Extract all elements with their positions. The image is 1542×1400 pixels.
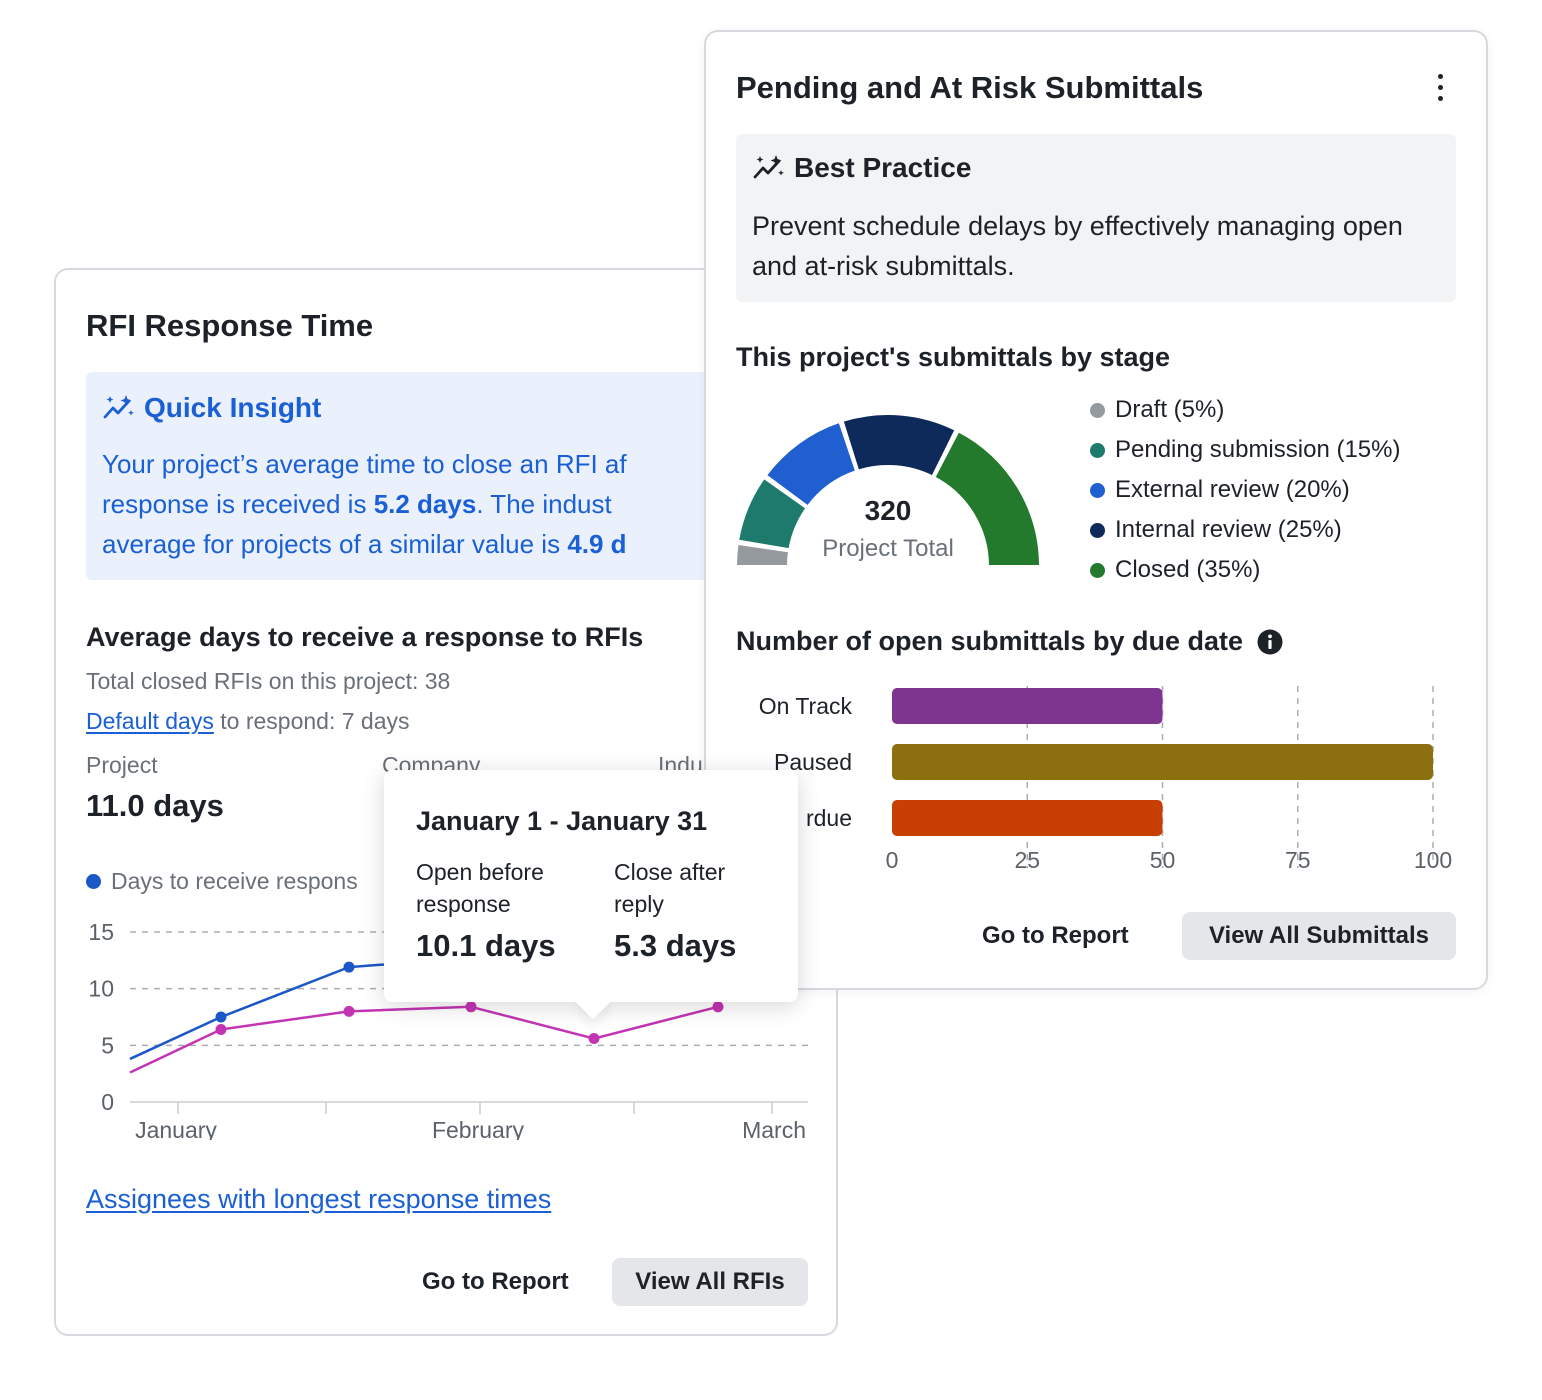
default-days-text: to respond: 7 days xyxy=(213,708,410,734)
bar-rdue xyxy=(892,800,1163,836)
quick-insight-title: Quick Insight xyxy=(144,392,322,423)
bar-x-tick-label: 100 xyxy=(1414,847,1452,873)
bar-x-tick-label: 75 xyxy=(1285,847,1311,873)
kebab-icon[interactable] xyxy=(1434,74,1446,106)
bar-x-tick-label: 0 xyxy=(886,847,899,873)
bar-category-label: On Track xyxy=(759,693,853,719)
submittals-card: Pending and At Risk Submittals Best Prac… xyxy=(704,30,1488,990)
line-x-tick-label: March xyxy=(742,1117,806,1140)
sparkle-chart-icon xyxy=(753,155,784,179)
stage-legend-label: Pending submission (15%) xyxy=(1115,436,1401,463)
tooltip-title: January 1 - January 31 xyxy=(416,806,708,836)
stage-section-title: This project's submittals by stage xyxy=(736,342,1171,372)
line-y-tick-label: 5 xyxy=(101,1032,114,1058)
stage-legend-item: Pending submission (15%) xyxy=(1090,436,1400,464)
insight-line-2a: response is received is xyxy=(102,489,374,519)
gauge-segment-draft xyxy=(734,542,791,567)
chart-tooltip: January 1 - January 31 Open before respo… xyxy=(384,770,798,1020)
insight-line-2: response is received is 5.2 days. The in… xyxy=(102,484,627,524)
line-y-tick-label: 15 xyxy=(88,919,114,945)
tooltip-close-value: 5.3 days xyxy=(614,928,737,963)
legend-dot xyxy=(86,874,101,889)
line-point xyxy=(588,1033,600,1045)
bar-x-tick-label: 25 xyxy=(1014,847,1040,873)
legend-dot xyxy=(1090,522,1105,538)
bar-paused xyxy=(892,744,1433,780)
best-practice-text: Prevent schedule delays by effectively m… xyxy=(752,211,1403,281)
line-point xyxy=(215,1023,227,1035)
line-chart-legend-label: Days to receive respons xyxy=(111,868,358,894)
bar-category-label: rdue xyxy=(806,805,852,831)
stage-legend-item: Internal review (25%) xyxy=(1090,516,1342,544)
insight-line-3a: average for projects of a similar value … xyxy=(102,529,568,559)
insight-line-2c: . The indust xyxy=(476,489,612,519)
view-all-rfis-button[interactable]: View All RFIs xyxy=(612,1258,808,1306)
line-x-tick-label: February xyxy=(432,1117,525,1140)
stage-legend-label: External review (20%) xyxy=(1115,476,1350,503)
stage-legend-item: Draft (5%) xyxy=(1090,396,1224,424)
total-closed-rfis: Total closed RFIs on this project: 38 xyxy=(86,668,451,694)
stat-project-value: 11.0 days xyxy=(86,788,224,823)
sparkle-chart-icon xyxy=(103,395,134,419)
gauge-total-label: Project Total xyxy=(822,535,954,562)
best-practice-header: Best Practice xyxy=(752,152,971,184)
tooltip-open-label: Open before response xyxy=(416,859,544,917)
rfi-line-chart: 0 5 10 15 January February March xyxy=(88,919,808,1140)
rfi-card-title: RFI Response Time xyxy=(86,308,374,343)
stage-legend-item: Closed (35%) xyxy=(1090,556,1260,584)
stat-project-label: Project xyxy=(86,752,158,778)
due-date-title-text: Number of open submittals by due date xyxy=(736,626,1244,656)
project-average-value: 5.2 days xyxy=(373,489,477,519)
quick-insight-header: Quick Insight xyxy=(102,392,321,424)
quick-insight-box: Quick Insight Your project’s average tim… xyxy=(86,372,826,580)
submittals-gauge-chart: 320 Project Total xyxy=(734,413,1042,567)
insight-line-1: Your project’s average time to close an … xyxy=(102,449,627,479)
line-point xyxy=(343,1005,355,1017)
info-icon[interactable] xyxy=(1257,629,1283,655)
gauge-segment-internal-review xyxy=(841,413,957,478)
stage-legend-label: Draft (5%) xyxy=(1115,396,1225,423)
gauge-segment-pending-submission xyxy=(736,476,808,551)
view-all-submittals-button[interactable]: View All Submittals xyxy=(1182,912,1456,960)
best-practice-title: Best Practice xyxy=(794,152,972,183)
tooltip-open-value: 10.1 days xyxy=(416,928,556,963)
stage-legend-label: Internal review (25%) xyxy=(1115,516,1342,543)
legend-dot xyxy=(1090,442,1105,458)
line-y-tick-label: 10 xyxy=(88,976,114,1002)
rfi-go-to-report-button[interactable]: Go to Report xyxy=(422,1258,569,1306)
assignees-link[interactable]: Assignees with longest response times xyxy=(86,1184,552,1214)
gauge-segment-closed xyxy=(933,429,1042,567)
legend-dot xyxy=(1090,482,1105,498)
bar-x-tick-label: 50 xyxy=(1150,847,1176,873)
tooltip-close-label: Close after reply xyxy=(614,859,726,917)
line-point xyxy=(215,1011,227,1023)
line-point xyxy=(712,1001,724,1013)
gauge-segment-external-review xyxy=(764,420,858,508)
default-days-row: Default days to respond: 7 days xyxy=(86,708,409,735)
line-series-2 xyxy=(129,1005,719,1074)
stage-legend-item: External review (20%) xyxy=(1090,476,1350,504)
avg-days-section-title: Average days to receive a response to RF… xyxy=(86,622,644,652)
gauge-total-value: 320 xyxy=(865,495,912,526)
legend-dot xyxy=(1090,402,1105,418)
stage-legend-label: Closed (35%) xyxy=(1115,556,1261,583)
quick-insight-text: Your project’s average time to close an … xyxy=(102,444,627,564)
best-practice-box: Best Practice Prevent schedule delays by… xyxy=(736,134,1456,302)
submittals-card-title: Pending and At Risk Submittals xyxy=(736,70,1204,105)
line-x-tick-label: January xyxy=(135,1117,217,1140)
line-y-tick-label: 0 xyxy=(101,1089,114,1115)
submittals-go-to-report-button[interactable]: Go to Report xyxy=(982,912,1129,960)
line-point xyxy=(343,961,355,973)
line-point xyxy=(465,1001,477,1013)
due-date-section-title: Number of open submittals by due date xyxy=(736,626,1283,657)
industry-average-value: 4.9 d xyxy=(567,529,627,559)
default-days-link[interactable]: Default days xyxy=(86,708,214,734)
line-chart-legend: Days to receive respons xyxy=(86,868,358,895)
insight-line-3: average for projects of a similar value … xyxy=(102,524,627,564)
bar-on-track xyxy=(892,688,1163,724)
legend-dot xyxy=(1090,562,1105,578)
